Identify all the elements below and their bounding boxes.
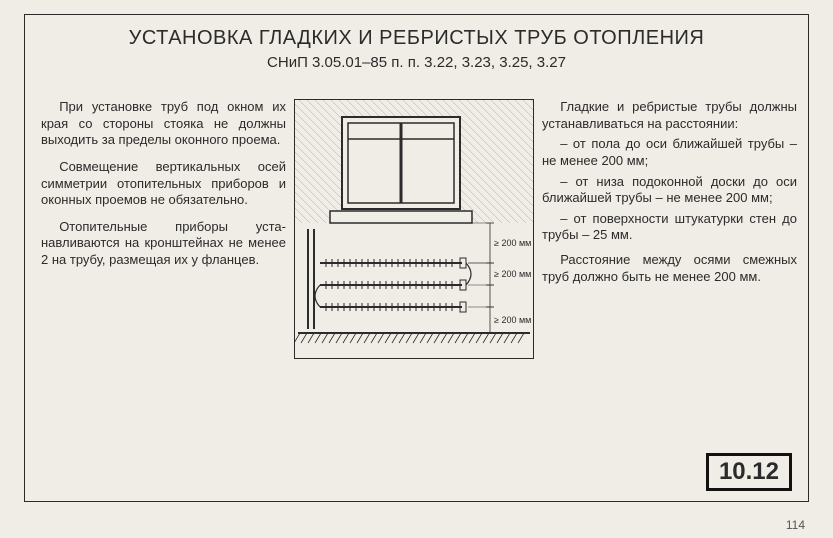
left-para-2: Совмещение вертикальных осей симметрии о… [41, 159, 286, 209]
right-intro: Гладкие и ребристые трубы должны устанав… [542, 99, 797, 132]
right-bullet-1: – от пола до оси ближайшей трубы – не ме… [542, 136, 797, 169]
doc-title: УСТАНОВКА ГЛАДКИХ И РЕБРИСТЫХ ТРУБ ОТОПЛ… [41, 27, 792, 50]
doc-subtitle: СНиП 3.05.01–85 п. п. 3.22, 3.23, 3.25, … [41, 54, 792, 71]
section-number: 10.12 [706, 453, 792, 491]
right-para-end: Расстояние между осями смежных труб долж… [542, 252, 797, 285]
installation-diagram: ≥ 200 мм ≥ 200 мм ≥ 200 мм [294, 99, 534, 359]
diagram-column: ≥ 200 мм ≥ 200 мм ≥ 200 мм [294, 99, 534, 359]
svg-text:≥ 200 мм: ≥ 200 мм [494, 269, 531, 279]
left-column: При установке труб под окном их края со … [41, 99, 286, 359]
svg-text:≥ 200 мм: ≥ 200 мм [494, 315, 531, 325]
left-para-1: При установке труб под окном их края со … [41, 99, 286, 149]
page-number: 114 [786, 518, 805, 532]
svg-text:≥ 200 мм: ≥ 200 мм [494, 238, 531, 248]
right-bullet-3: – от поверхности штукатурки стен до труб… [542, 211, 797, 244]
content-columns: При установке труб под окном их края со … [41, 99, 792, 359]
right-column: Гладкие и ребристые трубы должны устанав… [542, 99, 797, 359]
right-bullet-2: – от низа подоконной доски до оси ближай… [542, 174, 797, 207]
page-frame: УСТАНОВКА ГЛАДКИХ И РЕБРИСТЫХ ТРУБ ОТОПЛ… [24, 14, 809, 502]
left-para-3: Отопительные приборы уста­навливаются на… [41, 219, 286, 269]
